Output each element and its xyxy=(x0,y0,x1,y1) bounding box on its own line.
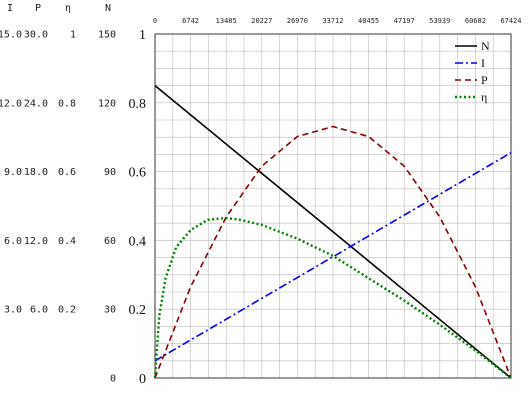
scale-value: 0 xyxy=(110,374,116,385)
y-axis-ticks: 0 0.2 0.4 0.6 0.8 1 xyxy=(129,28,147,387)
y-tick-label: 0.4 xyxy=(129,234,147,249)
scale-value: 18.0 xyxy=(24,167,48,178)
x-tick-label: 0 xyxy=(153,17,157,25)
y-tick-label: 0.2 xyxy=(129,303,147,318)
scale-value: 3.0 xyxy=(4,305,22,316)
y-tick-label: 1 xyxy=(139,28,146,43)
scale-header: η xyxy=(65,3,71,14)
scale-value: 30.0 xyxy=(24,30,48,41)
scale-header: P xyxy=(35,3,41,14)
legend-label: P xyxy=(481,73,488,87)
x-tick-label: 13485 xyxy=(216,17,237,25)
x-axis-ticks: 0 6742 13485 20227 26970 33712 40455 47197 53939… xyxy=(153,17,522,25)
scale-value: 30 xyxy=(104,305,116,316)
series-line-dashed xyxy=(154,125,512,379)
series-line-dashdot xyxy=(154,151,512,362)
scale-value: 6.0 xyxy=(30,305,48,316)
scale-value: 120 xyxy=(98,98,116,109)
scale-value: 15.0 xyxy=(0,30,22,41)
series-line-solid xyxy=(154,84,512,379)
legend-label: η xyxy=(481,90,487,104)
scale-value: 1 xyxy=(70,30,76,41)
scale-value: 9.0 xyxy=(4,167,22,178)
plot-border xyxy=(154,33,512,379)
scale-value: 0.2 xyxy=(58,305,76,316)
legend-label: N xyxy=(481,39,490,53)
scale-value: 60 xyxy=(104,236,116,247)
scale-header: N xyxy=(105,3,111,14)
x-tick-label: 47197 xyxy=(394,17,415,25)
x-tick-label: 40455 xyxy=(358,17,379,25)
y-tick-label: 0.6 xyxy=(129,166,147,181)
scale-value: 24.0 xyxy=(24,98,48,109)
scale-header: I xyxy=(7,3,13,14)
x-tick-label: 33712 xyxy=(322,17,343,25)
scale-value: 6.0 xyxy=(4,236,22,247)
scale-value: 150 xyxy=(98,30,116,41)
scale-value: 0.6 xyxy=(58,167,76,178)
plot-frame xyxy=(154,33,512,379)
scale-value: 90 xyxy=(104,167,116,178)
grid xyxy=(154,33,512,379)
x-tick-label: 60682 xyxy=(465,17,486,25)
x-tick-label: 26970 xyxy=(287,17,308,25)
scale-value: 12.0 xyxy=(24,236,48,247)
legend-label: I xyxy=(481,56,485,70)
scale-value: 0.8 xyxy=(58,98,76,109)
series-lines xyxy=(153,84,512,379)
x-tick-label: 20227 xyxy=(251,17,272,25)
x-tick-label: 53939 xyxy=(429,17,450,25)
y-tick-label: 0.8 xyxy=(129,97,147,112)
x-tick-label: 6742 xyxy=(182,17,199,25)
y-tick-label: 0 xyxy=(139,372,146,387)
x-tick-label: 67424 xyxy=(500,17,521,25)
scale-value: 12.0 xyxy=(0,98,22,109)
scale-value: 0.4 xyxy=(58,236,76,247)
